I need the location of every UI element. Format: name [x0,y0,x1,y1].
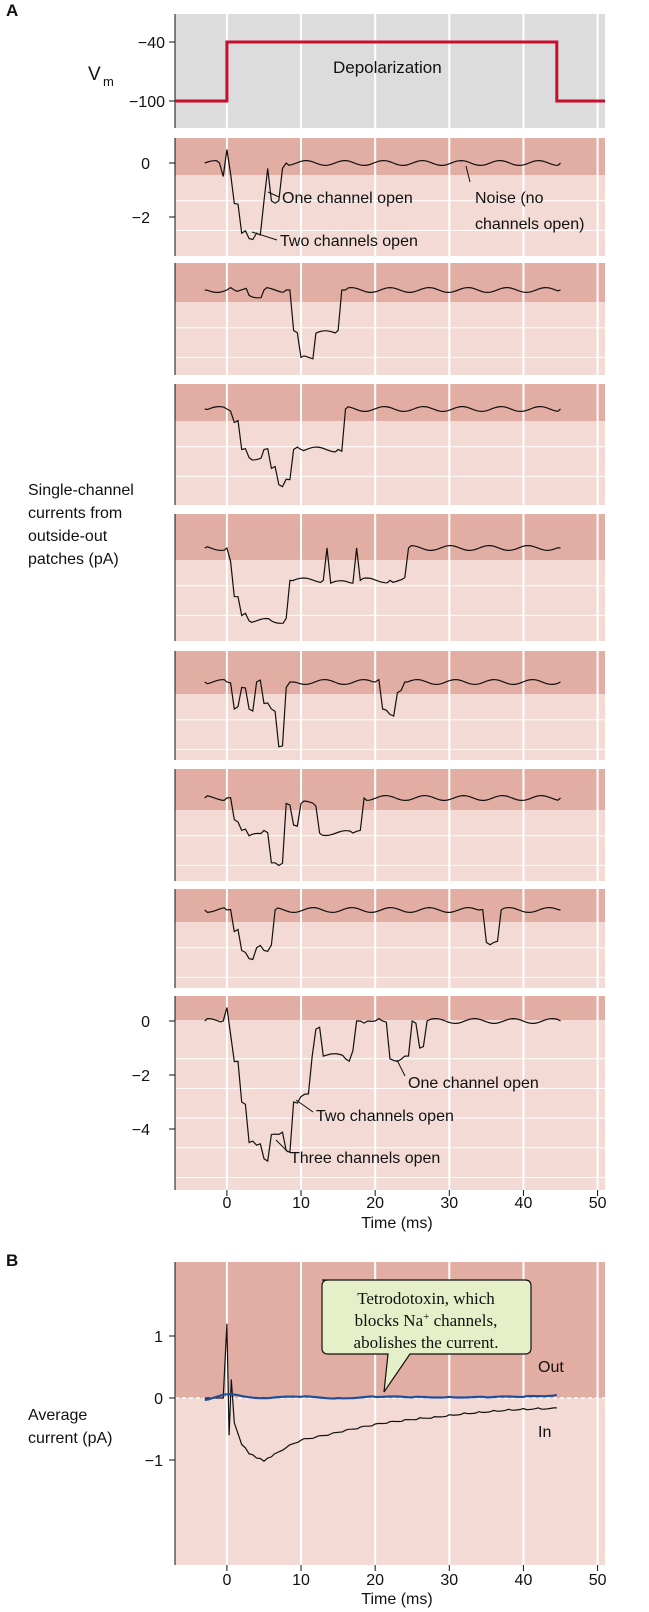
out-label: Out [538,1359,564,1376]
annotation-three-channels-open-8: Three channels open [290,1150,440,1167]
trace-1-line [204,149,561,241]
vm-subscript: m [103,74,114,89]
panel-b-xtick-label: 10 [292,1572,310,1589]
trace-7-line [204,906,561,961]
leader-three-channels-8 [275,1139,289,1153]
leader-two-channels-8 [295,1099,314,1113]
vm-ytick-label: −40 [138,35,165,52]
trace-8-line [204,1007,561,1163]
trace-3-closed-band [175,384,605,421]
leader-one-channel-1 [267,191,280,198]
depolarization-label: Depolarization [333,58,442,77]
trace-6-closed-band [175,769,605,810]
panel-b-xtick-label: 50 [589,1572,607,1589]
panel-a-xlabel: Time (ms) [361,1215,432,1232]
panel-a-xtick-label: 50 [589,1195,607,1212]
panel-a-xtick-label: 30 [440,1195,458,1212]
panel-a-xtick-label: 20 [366,1195,384,1212]
panel-b-ylabel-line1: Average [28,1407,87,1424]
single-channel-ylabel-line2: currents from [28,505,122,522]
leader-two-channels-1 [251,231,278,241]
annotation-one-channel-open-1: One channel open [282,190,413,207]
trace-5-line [204,678,561,748]
trace-7-closed-band [175,889,605,922]
trace-6-line [204,794,561,867]
vm-step-line [175,40,605,103]
leader-noise [465,165,471,183]
average-current-in-line [204,1323,557,1462]
vm-ytick-label: −100 [129,94,165,111]
callout-line1: Tetrodotoxin, which [357,1289,495,1308]
trace-5-closed-band [175,651,605,694]
callout-line2-pre: blocks Na [355,1311,424,1330]
panel-b-letter: B [6,1251,18,1270]
in-label: In [538,1424,551,1441]
panel-a-xtick-label: 10 [292,1195,310,1212]
callout-line2: blocks Na+ channels, [355,1311,498,1330]
panel-b-ytick-label: −1 [145,1453,163,1470]
panel-b-ytick-label: 0 [154,1391,163,1408]
ttx-current-line [204,1392,558,1401]
leader-one-channel-8 [396,1059,406,1077]
panel-a-letter: A [6,1,18,20]
panel-b-ylabel-line2: current (pA) [28,1430,112,1447]
annotation-noise-line2: channels open) [475,216,584,233]
panel-b-xlabel: Time (ms) [361,1591,432,1608]
trace-8-ytick-label: −4 [132,1122,150,1139]
trace-8-closed-band [175,996,605,1020]
annotation-two-channels-open-1: Two channels open [280,233,418,250]
annotation-noise-line1: Noise (no [475,190,544,207]
trace-2-closed-band [175,263,605,302]
panel-b-ytick-label: 1 [154,1329,163,1346]
panel-b-xtick-label: 0 [222,1572,231,1589]
annotation-one-channel-open-8: One channel open [408,1075,539,1092]
callout-line2-sup: + [423,1311,429,1323]
vm-plot-background [175,14,605,128]
annotation-two-channels-open-8: Two channels open [316,1108,454,1125]
trace-1-ytick-label: 0 [141,156,150,173]
panel-b-xtick-label: 40 [515,1572,533,1589]
trace-2-line [204,286,561,360]
single-channel-ylabel-line3: outside-out [28,528,108,545]
panel-a-xtick-label: 0 [222,1195,231,1212]
trace-1-closed-band [175,138,605,175]
single-channel-ylabel-line4: patches (pA) [28,551,119,568]
callout-line2-post: channels, [429,1311,497,1330]
trace-8-background [175,996,605,1190]
panel-b-xtick-label: 20 [366,1572,384,1589]
callout-box [321,1279,532,1393]
trace-8-ytick-label: 0 [141,1014,150,1031]
trace-3-line [204,405,561,488]
vm-label: V [88,64,101,85]
panel-b-xtick-label: 30 [440,1572,458,1589]
panel-a-xtick-label: 40 [515,1195,533,1212]
callout-line3: abolishes the current. [354,1333,499,1352]
trace-1-ytick-label: −2 [132,210,150,227]
single-channel-ylabel-line1: Single-channel [28,482,134,499]
trace-4-closed-band [175,514,605,560]
trace-4-line [204,544,561,624]
trace-8-ytick-label: −2 [132,1068,150,1085]
